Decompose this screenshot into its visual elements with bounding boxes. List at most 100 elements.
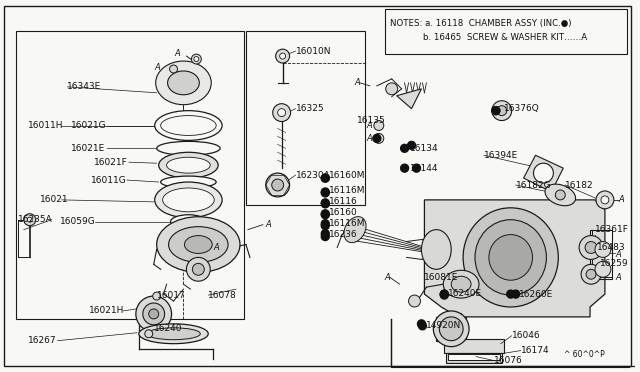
Circle shape [24, 214, 36, 226]
Circle shape [419, 322, 426, 330]
Ellipse shape [545, 184, 575, 206]
Text: 16160: 16160 [329, 208, 358, 217]
Circle shape [216, 198, 220, 202]
Ellipse shape [168, 227, 228, 262]
Ellipse shape [147, 328, 200, 340]
Circle shape [321, 174, 329, 182]
Text: 16376Q: 16376Q [504, 104, 540, 113]
Bar [448, 354, 500, 360]
Text: 16011H: 16011H [28, 121, 63, 130]
Bar [444, 339, 504, 353]
Text: 16010N: 16010N [296, 46, 331, 56]
Bar [436, 317, 466, 341]
Text: 16240E: 16240E [448, 289, 483, 298]
Ellipse shape [451, 276, 471, 292]
Circle shape [408, 141, 415, 149]
Circle shape [202, 205, 205, 209]
Bar [446, 353, 502, 363]
Text: 16021F: 16021F [94, 158, 128, 167]
Circle shape [581, 264, 601, 284]
Text: NOTES: a. 16118  CHAMBER ASSY (INC.●): NOTES: a. 16118 CHAMBER ASSY (INC.●) [390, 19, 572, 28]
Ellipse shape [422, 230, 451, 269]
Circle shape [321, 199, 329, 207]
Circle shape [492, 107, 500, 115]
Circle shape [321, 211, 329, 219]
Circle shape [595, 262, 611, 277]
Circle shape [212, 194, 216, 198]
Circle shape [440, 291, 448, 299]
Circle shape [161, 202, 164, 206]
Text: 16361F: 16361F [595, 225, 629, 234]
Ellipse shape [156, 61, 211, 105]
Ellipse shape [475, 220, 547, 295]
Text: b. 16465  SCREW & WASHER KIT……A: b. 16465 SCREW & WASHER KIT……A [390, 33, 587, 42]
Circle shape [439, 317, 463, 341]
Ellipse shape [168, 71, 199, 95]
Circle shape [273, 104, 291, 122]
Circle shape [373, 134, 381, 142]
Circle shape [272, 179, 284, 191]
Circle shape [321, 200, 329, 208]
Ellipse shape [171, 215, 206, 229]
Ellipse shape [344, 217, 366, 243]
Circle shape [148, 309, 159, 319]
Text: A: A [213, 243, 219, 252]
Bar [442, 313, 461, 321]
Circle shape [497, 106, 507, 116]
Ellipse shape [161, 116, 216, 135]
Circle shape [401, 144, 408, 152]
Circle shape [193, 263, 204, 275]
Ellipse shape [184, 235, 212, 253]
Polygon shape [524, 155, 563, 192]
Circle shape [586, 269, 596, 279]
Polygon shape [397, 89, 422, 109]
Circle shape [408, 295, 420, 307]
Text: A: A [354, 78, 360, 87]
Ellipse shape [163, 188, 214, 212]
Text: 16059G: 16059G [60, 217, 95, 226]
Bar [385, 9, 627, 54]
Bar [16, 31, 244, 319]
Ellipse shape [155, 110, 222, 140]
Text: 16134: 16134 [410, 144, 438, 153]
Circle shape [321, 189, 329, 197]
Circle shape [321, 220, 329, 228]
Circle shape [492, 101, 512, 121]
Circle shape [413, 164, 420, 172]
Ellipse shape [444, 270, 479, 298]
Circle shape [321, 174, 329, 182]
Text: 16021: 16021 [40, 195, 68, 204]
Text: 16021G: 16021G [72, 121, 107, 130]
Ellipse shape [157, 141, 220, 155]
Circle shape [507, 290, 515, 298]
Circle shape [191, 54, 202, 64]
Circle shape [186, 190, 190, 194]
Ellipse shape [166, 157, 210, 173]
Circle shape [596, 191, 614, 209]
Text: 16076: 16076 [494, 356, 523, 365]
Circle shape [595, 241, 611, 257]
Circle shape [202, 191, 205, 195]
Circle shape [534, 163, 554, 183]
Text: 16144: 16144 [410, 164, 438, 173]
Ellipse shape [159, 152, 218, 178]
Text: 16046: 16046 [512, 331, 540, 340]
Text: A: A [175, 49, 180, 58]
Text: 16160M: 16160M [329, 171, 365, 180]
Circle shape [556, 190, 565, 200]
Ellipse shape [463, 208, 558, 307]
Circle shape [212, 202, 216, 206]
Text: 16182G: 16182G [516, 180, 551, 189]
Circle shape [278, 109, 285, 116]
Circle shape [153, 292, 161, 300]
Text: 16394E: 16394E [484, 151, 518, 160]
Text: 16483: 16483 [597, 243, 626, 252]
Circle shape [194, 57, 199, 61]
Text: 16325: 16325 [296, 104, 324, 113]
Text: 16078: 16078 [208, 291, 237, 299]
Text: 16260E: 16260E [518, 289, 553, 299]
Circle shape [280, 53, 285, 59]
Text: A: A [366, 134, 372, 143]
Text: A: A [366, 121, 372, 130]
Circle shape [266, 173, 289, 197]
